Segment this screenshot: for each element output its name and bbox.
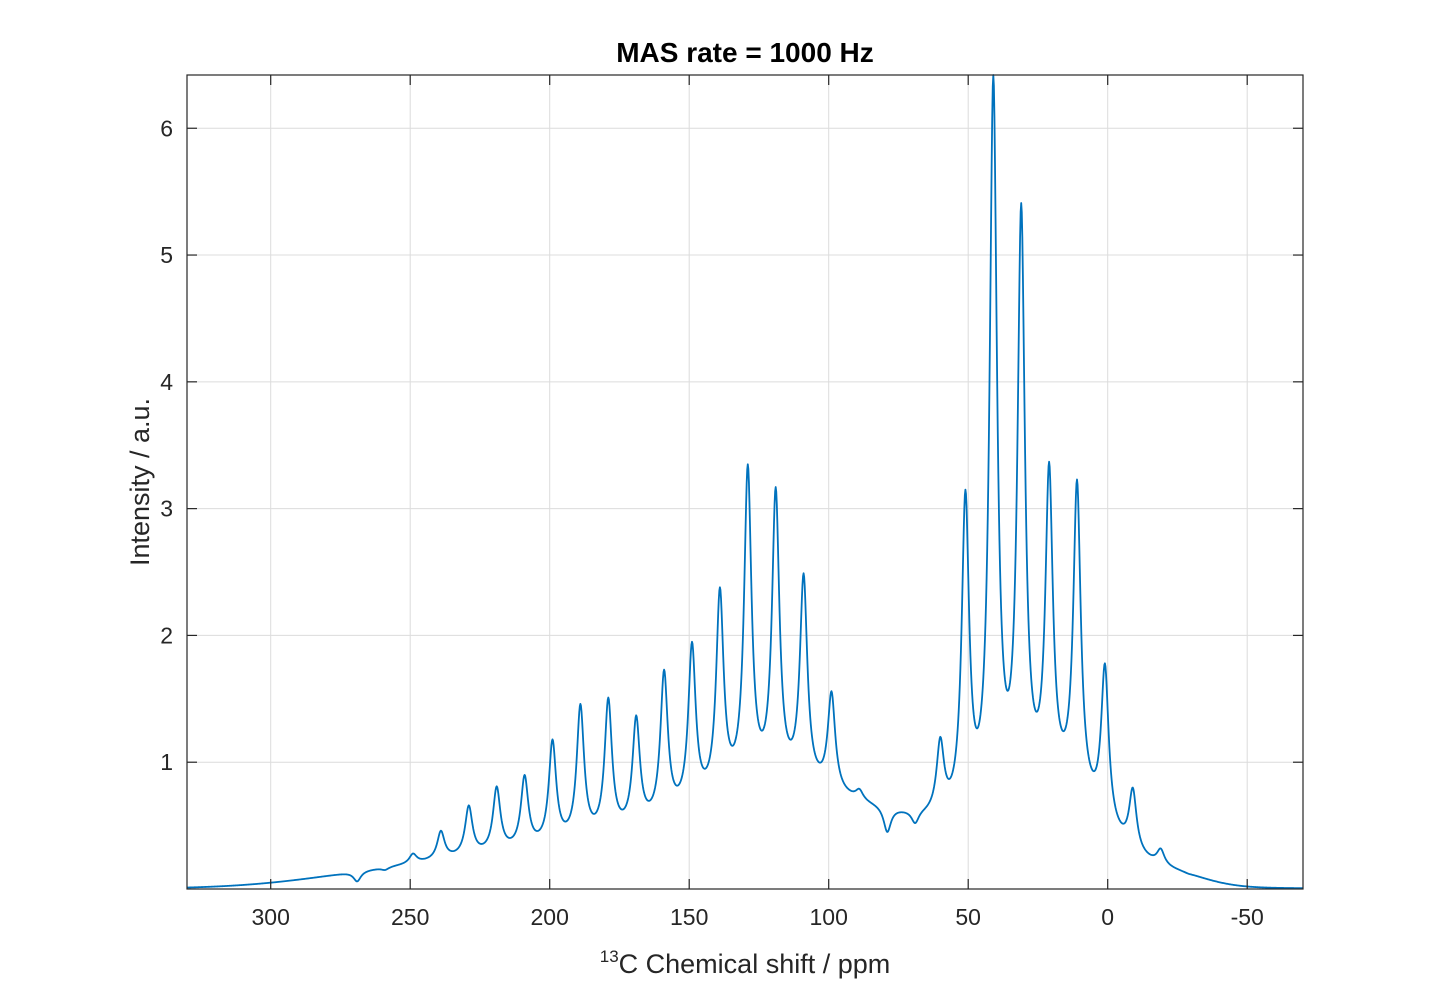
x-tick-label: 100 [810, 904, 848, 930]
y-axis-label: Intensity / a.u. [125, 398, 155, 566]
y-axis-ticks: 1 2 3 4 5 6 [160, 115, 1303, 775]
x-tick-label: 0 [1101, 904, 1114, 930]
x-axis-ticks: 300 250 200 150 100 50 0 -50 [252, 75, 1264, 930]
y-tick-label: 5 [160, 242, 173, 268]
y-tick-label: 2 [160, 622, 173, 648]
axes-frame [186, 74, 1304, 890]
x-tick-label: 300 [252, 904, 290, 930]
x-grid [270, 75, 1248, 889]
plot-area [187, 75, 1303, 889]
y-tick-label: 6 [160, 115, 173, 141]
x-tick-label: 250 [391, 904, 429, 930]
y-tick-label: 1 [160, 749, 173, 775]
y-tick-label: 3 [160, 496, 173, 522]
x-tick-label: 50 [955, 904, 981, 930]
x-tick-label: -50 [1231, 904, 1264, 930]
y-tick-label: 4 [160, 369, 173, 395]
y-grid [187, 127, 1303, 763]
x-axis-label-text: C Chemical shift / ppm [619, 949, 891, 979]
x-axis-label: 13C Chemical shift / ppm [600, 947, 891, 979]
x-axis-label-superscript: 13 [600, 947, 619, 966]
spectrum-line [186, 74, 1304, 890]
x-tick-label: 150 [670, 904, 708, 930]
chart-title: MAS rate = 1000 Hz [616, 37, 874, 68]
x-tick-label: 200 [531, 904, 569, 930]
